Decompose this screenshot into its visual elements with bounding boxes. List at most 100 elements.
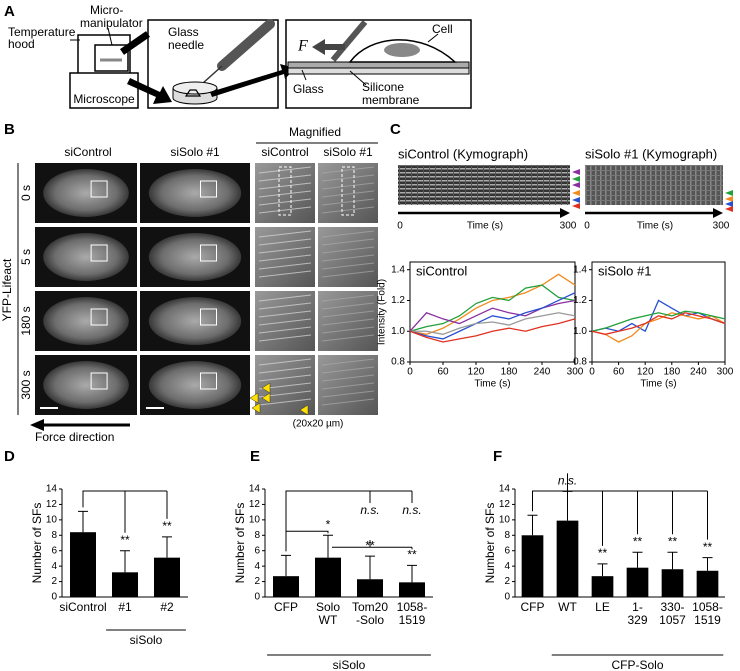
bracket xyxy=(82,490,167,508)
fiber xyxy=(258,182,312,190)
error-bar xyxy=(78,510,88,533)
fiber xyxy=(258,398,312,406)
cell-image xyxy=(148,169,242,217)
error-bar xyxy=(323,534,333,558)
y-tick-label: 10 xyxy=(249,514,261,525)
y-tick-label: 0 xyxy=(254,592,260,603)
panel-label: D xyxy=(4,448,15,465)
x-tick-label: CFP xyxy=(274,600,298,614)
y-axis-label: Number of SFs xyxy=(30,503,44,584)
bar xyxy=(315,557,341,597)
fiber xyxy=(258,366,312,374)
x-tick-label: 240 xyxy=(534,367,551,378)
significance: ** xyxy=(120,533,130,547)
bar xyxy=(399,582,425,597)
y-tick-label: 2 xyxy=(51,576,57,587)
panel-label: C xyxy=(390,121,401,138)
plot-frame xyxy=(591,261,726,363)
line-series xyxy=(409,292,576,340)
line-series xyxy=(591,299,726,333)
bar xyxy=(556,520,579,597)
fiber xyxy=(321,366,375,374)
row-label: 5 s xyxy=(19,249,33,265)
micrograph xyxy=(318,227,378,287)
bracket xyxy=(285,530,412,550)
bar xyxy=(591,576,614,597)
x-tick-label: 300 xyxy=(717,367,734,378)
error-bar xyxy=(281,554,291,577)
significance: ** xyxy=(668,534,678,548)
roi-box xyxy=(90,180,108,198)
label: 0 xyxy=(584,221,590,232)
y-tick-label: 4 xyxy=(254,561,260,572)
x-tick-label: CFP xyxy=(521,600,545,614)
column-label: siSolo #1 xyxy=(323,145,373,159)
x-tick-label: 0 xyxy=(589,367,595,378)
label: hood xyxy=(8,37,35,51)
micrograph xyxy=(318,355,378,415)
fiber xyxy=(321,182,375,190)
arrowhead xyxy=(251,402,261,414)
fiber xyxy=(258,166,312,174)
y-tick-label: 0.8 xyxy=(391,357,405,368)
chart-title: siControl xyxy=(416,263,467,278)
line-series xyxy=(409,284,576,332)
x-tick-label: #2 xyxy=(160,600,174,614)
y-tick-label: 10 xyxy=(46,514,58,525)
roi-box xyxy=(200,180,217,198)
fiber xyxy=(321,174,375,182)
y-tick-label: 0 xyxy=(51,592,57,603)
line-series xyxy=(591,310,726,332)
y-tick-label: 14 xyxy=(499,484,511,495)
fiber xyxy=(258,358,312,366)
y-tick-label: 1.2 xyxy=(391,295,405,306)
x-tick-label: 1058- xyxy=(692,600,723,614)
fiber xyxy=(321,398,375,406)
fiber xyxy=(258,254,312,262)
y-tick-label: 12 xyxy=(499,499,511,510)
roi-box xyxy=(90,308,108,326)
fiber xyxy=(321,334,375,342)
fiber xyxy=(258,206,312,214)
kymograph-title: siControl (Kymograph) xyxy=(398,146,528,161)
y-tick-label: 1.2 xyxy=(573,295,587,306)
label: 300 xyxy=(713,221,730,232)
error-bar xyxy=(120,550,130,573)
y-tick-label: 6 xyxy=(504,545,510,556)
fiber xyxy=(321,390,375,398)
significance: ** xyxy=(162,519,172,533)
line-series xyxy=(409,273,576,335)
y-axis-label: Number of SFs xyxy=(233,503,247,584)
significance: n.s. xyxy=(558,473,577,487)
arrowhead xyxy=(299,404,309,416)
x-tick-label: 60 xyxy=(613,367,625,378)
line-series xyxy=(409,318,576,343)
bar xyxy=(273,576,299,597)
micrograph xyxy=(255,291,315,351)
fiber xyxy=(321,302,375,310)
fiber xyxy=(258,374,312,382)
x-tick-label: #1 xyxy=(118,600,132,614)
fiber xyxy=(321,190,375,198)
fiber xyxy=(321,230,375,238)
x-tick-label: WT xyxy=(319,613,338,627)
bar xyxy=(70,532,96,597)
row-label: 300 s xyxy=(19,370,33,399)
x-axis-label: Time (s) xyxy=(640,379,676,390)
kymograph xyxy=(398,165,570,205)
line-series xyxy=(591,312,726,343)
fiber xyxy=(258,318,312,326)
fiber xyxy=(258,238,312,246)
y-tick-label: 2 xyxy=(504,576,510,587)
fiber xyxy=(258,302,312,310)
fiber xyxy=(258,262,312,270)
fiber xyxy=(321,318,375,326)
x-tick-label: 300 xyxy=(567,367,584,378)
fiber xyxy=(258,334,312,342)
error-bar xyxy=(597,563,608,577)
x-tick-label: 329 xyxy=(627,613,647,627)
fiber xyxy=(258,230,312,238)
x-tick-label: 330- xyxy=(660,600,684,614)
panel-label: B xyxy=(4,121,15,138)
y-tick-label: 8 xyxy=(51,530,57,541)
